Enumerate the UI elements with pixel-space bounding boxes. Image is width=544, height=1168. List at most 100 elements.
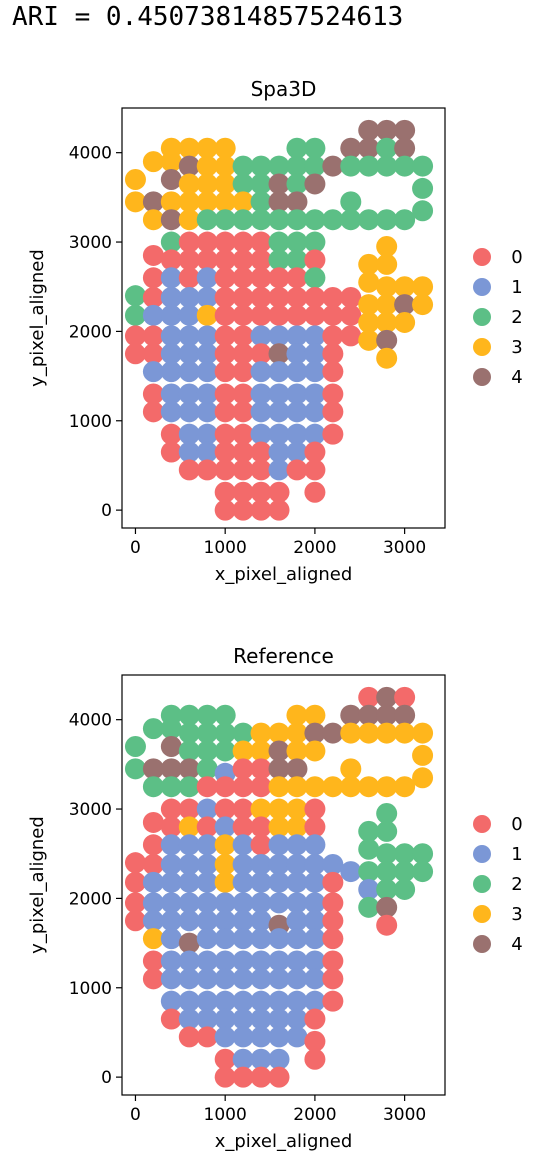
scatter-point [214, 1026, 236, 1048]
scatter-point [322, 286, 344, 308]
scatter-point [232, 816, 254, 838]
scatter-point [322, 343, 344, 365]
scatter-point [286, 383, 308, 405]
scatter-point [376, 209, 398, 231]
scatter-point [232, 499, 254, 521]
scatter-point [196, 383, 218, 405]
x-tick-label: 2000 [293, 538, 336, 558]
scatter-point [232, 990, 254, 1012]
scatter-point [376, 236, 398, 258]
scatter-point [268, 1026, 290, 1048]
legend-marker [473, 875, 491, 893]
scatter-point [160, 286, 182, 308]
scatter-point [340, 758, 362, 780]
scatter-point [286, 910, 308, 932]
scatter-point [160, 853, 182, 875]
scatter-point [286, 740, 308, 762]
legend-label: 1 [511, 844, 522, 865]
scatter-point [250, 423, 272, 445]
scatter-point [286, 853, 308, 875]
scatter-point [160, 776, 182, 798]
scatter-point [214, 892, 236, 914]
x-tick-label: 1000 [204, 1105, 247, 1125]
scatter-point [268, 871, 290, 893]
plot-panel-spa3d: Spa3D 0 1000 2000 3000 0 1000 2000 3000 4000 x_pix… [27, 77, 523, 585]
scatter-point [160, 758, 182, 780]
scatter-point [250, 361, 272, 383]
scatter-point [160, 1008, 182, 1030]
scatter-point [124, 285, 146, 307]
scatter-point [232, 950, 254, 972]
scatter-point [178, 798, 200, 820]
scatter-point [178, 990, 200, 1012]
scatter-point [250, 343, 272, 365]
scatter-point [268, 853, 290, 875]
scatter-point [196, 776, 218, 798]
x-tick-label: 0 [130, 1105, 141, 1125]
y-tick-label: 1000 [69, 979, 112, 999]
legend: 0 1 2 3 4 [473, 814, 523, 955]
scatter-point [232, 871, 254, 893]
scatter-point [214, 1066, 236, 1088]
scatter-point [250, 722, 272, 744]
scatter-point [412, 155, 434, 177]
scatter-point [196, 758, 218, 780]
scatter-point [268, 423, 290, 445]
scatter-point [376, 294, 398, 316]
scatter-point [178, 1026, 200, 1048]
scatter-point [232, 249, 254, 271]
scatter-point [250, 499, 272, 521]
scatter-point [286, 249, 308, 271]
scatter-point [250, 459, 272, 481]
scatter-point [394, 861, 416, 883]
scatter-point [286, 871, 308, 893]
scatter-point [160, 718, 182, 740]
scatter-point [196, 191, 218, 213]
scatter-point [394, 119, 416, 141]
scatter-point [124, 735, 146, 757]
scatter-point [196, 209, 218, 231]
scatter-point [250, 1008, 272, 1030]
scatter-point [196, 990, 218, 1012]
scatter-point [268, 892, 290, 914]
scatter-point [214, 423, 236, 445]
scatter-point [250, 267, 272, 289]
scatter-point [322, 722, 344, 744]
scatter-point [232, 722, 254, 744]
scatter-point [160, 834, 182, 856]
scatter-point [160, 383, 182, 405]
scatter-point [304, 740, 326, 762]
scatter-point [358, 704, 380, 726]
scatter-point [268, 173, 290, 195]
scatter-point [214, 722, 236, 744]
scatter-point [394, 776, 416, 798]
scatter-point [268, 968, 290, 990]
scatter-point [304, 798, 326, 820]
scatter-point [232, 928, 254, 950]
legend-label: 4 [511, 934, 522, 955]
scatter-point [196, 267, 218, 289]
scatter-point [196, 361, 218, 383]
scatter-point [376, 776, 398, 798]
scatter-point [178, 401, 200, 423]
scatter-point [394, 311, 416, 333]
scatter-point [304, 173, 326, 195]
scatter-point [196, 740, 218, 762]
scatter-point [286, 776, 308, 798]
scatter-point [322, 990, 344, 1012]
scatter-point [250, 740, 272, 762]
scatter-point [250, 1048, 272, 1070]
scatter-point [232, 892, 254, 914]
scatter-point [268, 383, 290, 405]
scatter-point [178, 816, 200, 838]
scatter-point [196, 304, 218, 326]
scatter-point [196, 137, 218, 159]
scatter-point [178, 776, 200, 798]
legend-label: 4 [511, 367, 522, 388]
scatter-point [232, 798, 254, 820]
plot-title: Reference [233, 644, 334, 668]
scatter-point [250, 173, 272, 195]
scatter-point [232, 776, 254, 798]
scatter-point [394, 843, 416, 865]
